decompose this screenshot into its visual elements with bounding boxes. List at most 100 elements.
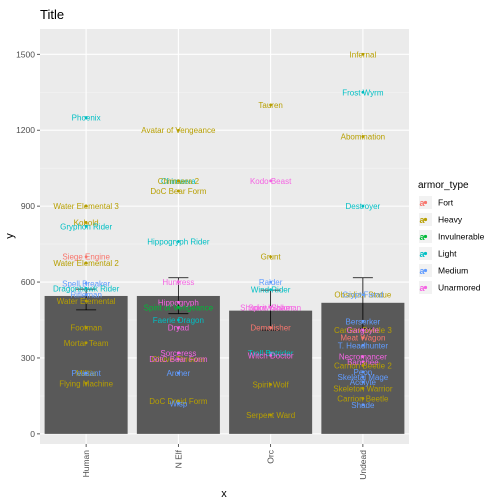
legend-key-glyph: a (419, 283, 425, 293)
y-axis-label: y (4, 233, 16, 239)
data-point (176, 326, 180, 329)
data-point (84, 255, 88, 259)
point-label: Avatar of Vengeance (141, 126, 216, 135)
point-label: Spirit of Vengeance (144, 303, 214, 312)
data-point (361, 397, 365, 400)
point-label: Gryphon Rider (60, 222, 112, 231)
legend-marker (423, 200, 428, 205)
bar (44, 295, 128, 434)
point-label: Spell Breaker (62, 279, 110, 288)
point-label: Crypt Fiend (342, 291, 383, 300)
data-point (361, 328, 365, 332)
legend-key-glyph: a (419, 198, 425, 208)
data-point (84, 381, 88, 385)
data-point (269, 354, 273, 357)
point-label: Carrion Beetle (337, 394, 389, 403)
point-label: Rifleman (70, 291, 102, 300)
data-point (84, 224, 88, 228)
data-point (176, 402, 180, 405)
legend-label: Heavy (438, 215, 463, 225)
point-label: Siege Engine (62, 253, 110, 262)
point-label: Grunt (261, 253, 282, 262)
legend-marker (423, 268, 428, 273)
data-point (361, 204, 365, 208)
data-point (84, 293, 88, 297)
point-label: Destroyer (346, 202, 381, 211)
point-label: DotC Bear Form (149, 355, 208, 364)
data-point (269, 383, 273, 386)
point-label: Mortar Team (64, 339, 109, 348)
data-point (361, 360, 365, 364)
data-point (269, 305, 273, 309)
data-point (361, 336, 365, 340)
data-point (361, 386, 365, 390)
bars (44, 295, 405, 434)
point-label: Faerie Dragon (153, 316, 204, 325)
point-label: Water Elemental 2 (53, 259, 119, 268)
data-point (361, 364, 365, 367)
bar (229, 310, 313, 434)
data-point (84, 371, 88, 375)
legend-label: Light (438, 249, 457, 259)
x-axis: Human N Elf Orc Undead (81, 444, 368, 480)
legend-key-glyph: a (419, 215, 425, 225)
point-label: Hippogryph (158, 298, 199, 307)
y-tick-label: 1200 (16, 125, 35, 135)
point-label: Kodo Beast (250, 177, 292, 186)
data-point (269, 103, 273, 107)
y-tick-label: 900 (21, 201, 35, 211)
data-point (84, 221, 88, 224)
y-tick-label: 300 (21, 353, 35, 363)
legend-label: Invulnerable (438, 232, 485, 242)
data-point (176, 399, 180, 403)
data-point (269, 288, 273, 292)
point-label: Water Elemental 3 (53, 202, 119, 211)
legend-marker (423, 217, 428, 222)
legend-key-glyph: a (419, 266, 425, 276)
point-label: Serpent Ward (246, 411, 295, 420)
point-label: Infernal (350, 50, 377, 59)
point-label: Archer (167, 369, 191, 378)
x-tick-label: Undead (358, 450, 368, 480)
data-point (84, 116, 88, 119)
point-label: Abomination (341, 133, 385, 142)
data-point (361, 380, 365, 384)
point-label: Huntress (162, 278, 194, 287)
x-tick-label: N Elf (173, 449, 183, 468)
legend-title: armor_type (418, 180, 469, 191)
data-point (361, 90, 365, 94)
point-label: Kobold (74, 219, 99, 228)
legend-key-glyph: a (419, 249, 425, 259)
data-point (361, 370, 365, 374)
chart-title: Title (40, 7, 64, 22)
y-tick-label: 1500 (16, 49, 35, 59)
data-point (269, 179, 273, 183)
data-point (176, 179, 180, 183)
point-label: Flying Machine (59, 379, 113, 388)
data-point (84, 204, 88, 208)
point-label: Berserker (346, 317, 381, 326)
point-label: Sorceress (160, 349, 196, 358)
point-label: Wisp (169, 400, 187, 409)
point-label: Raider (259, 278, 283, 287)
legend-marker (423, 285, 428, 290)
data-point (269, 326, 273, 329)
x-tick-label: Orc (266, 449, 276, 463)
data-point (84, 286, 88, 290)
data-point (361, 403, 365, 407)
legend-key-glyph: a (419, 232, 425, 242)
point-label: Frost Wyrm (342, 88, 384, 97)
data-point (269, 413, 273, 417)
point-label: Peon (354, 368, 373, 377)
point-label: Banshee (347, 358, 379, 367)
data-point (176, 300, 180, 304)
data-point (269, 280, 273, 284)
data-point (84, 341, 88, 345)
point-label: T. Headhunter (338, 341, 389, 350)
point-label: Chimaera 2 (158, 177, 200, 186)
data-point (176, 305, 180, 309)
data-point (361, 375, 365, 379)
data-point (84, 281, 88, 285)
y-tick-label: 0 (30, 429, 35, 439)
